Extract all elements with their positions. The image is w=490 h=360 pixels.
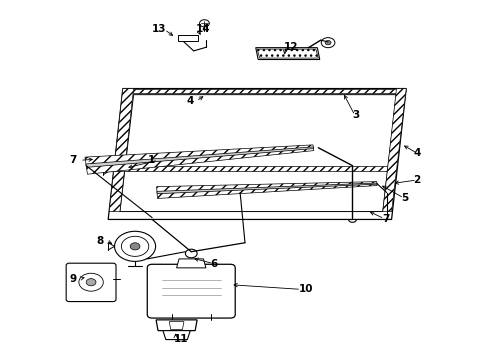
Circle shape bbox=[321, 38, 335, 48]
Polygon shape bbox=[169, 321, 184, 329]
Polygon shape bbox=[109, 89, 134, 212]
Circle shape bbox=[185, 249, 197, 258]
Circle shape bbox=[130, 243, 140, 250]
Text: 13: 13 bbox=[151, 24, 166, 35]
Polygon shape bbox=[178, 35, 197, 41]
Polygon shape bbox=[383, 89, 406, 212]
Text: 9: 9 bbox=[69, 274, 76, 284]
Text: 6: 6 bbox=[211, 259, 218, 269]
Polygon shape bbox=[156, 320, 197, 330]
Polygon shape bbox=[109, 166, 387, 171]
Text: 3: 3 bbox=[352, 111, 360, 121]
Text: 1: 1 bbox=[147, 155, 155, 165]
Polygon shape bbox=[132, 89, 399, 93]
Circle shape bbox=[86, 279, 96, 286]
Polygon shape bbox=[163, 330, 190, 339]
Text: 10: 10 bbox=[299, 284, 313, 294]
FancyBboxPatch shape bbox=[147, 264, 235, 318]
FancyBboxPatch shape bbox=[66, 263, 116, 302]
Polygon shape bbox=[257, 49, 318, 58]
Polygon shape bbox=[157, 181, 377, 198]
Text: 11: 11 bbox=[174, 333, 189, 343]
Polygon shape bbox=[157, 183, 377, 194]
Text: 4: 4 bbox=[414, 148, 421, 158]
Polygon shape bbox=[85, 145, 314, 174]
Circle shape bbox=[199, 20, 209, 27]
Text: 5: 5 bbox=[401, 193, 409, 203]
Circle shape bbox=[325, 41, 331, 45]
Circle shape bbox=[115, 231, 156, 261]
Text: 2: 2 bbox=[414, 175, 421, 185]
Text: 7: 7 bbox=[69, 155, 76, 165]
Text: 4: 4 bbox=[186, 96, 194, 106]
Polygon shape bbox=[120, 95, 396, 212]
Polygon shape bbox=[108, 89, 406, 220]
Text: 7: 7 bbox=[382, 215, 389, 224]
Polygon shape bbox=[176, 259, 206, 268]
Circle shape bbox=[348, 217, 356, 222]
Polygon shape bbox=[86, 147, 314, 167]
Text: 14: 14 bbox=[196, 24, 211, 35]
Text: 12: 12 bbox=[284, 42, 298, 52]
Text: 8: 8 bbox=[96, 236, 103, 246]
